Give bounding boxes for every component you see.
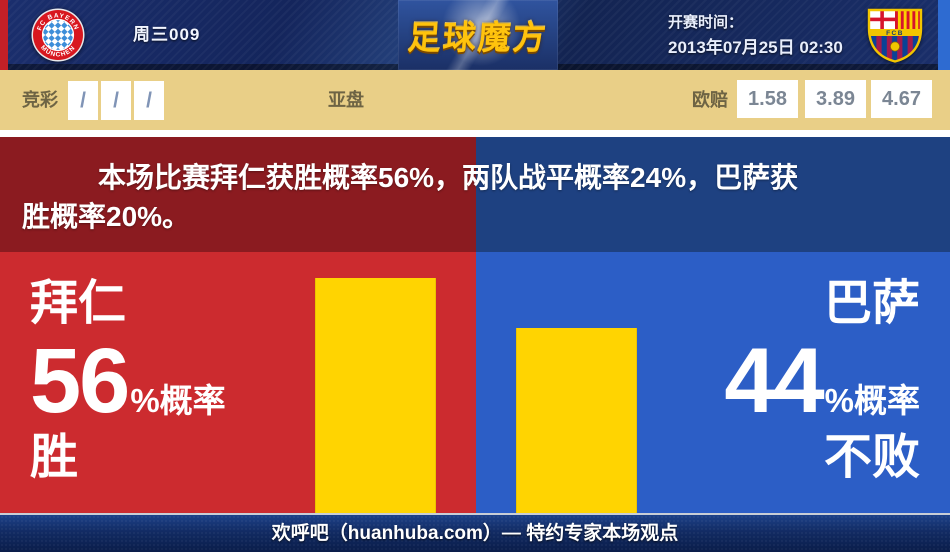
- divider-gap: [0, 130, 950, 137]
- yapan-label: 亚盘: [328, 90, 364, 110]
- oupei-odds-home: 1.58: [737, 80, 798, 118]
- odds-row: 竞彩 / / / 亚盘 欧赔 1.58 3.89 4.67: [0, 70, 950, 130]
- kickoff-time-block: 开赛时间： 2013年07月25日 02:30: [668, 11, 843, 61]
- summary-line-2: 胜概率20%。: [22, 201, 191, 232]
- jingcai-value-box: /: [134, 81, 164, 120]
- brand-logo-panel: 足球魔方: [398, 0, 558, 70]
- oupei-label: 欧赔: [692, 90, 728, 110]
- header-right-blue-stripe: [938, 0, 950, 70]
- prediction-summary: 本场比赛拜仁获胜概率56%，两队战平概率24%，巴萨获 胜概率20%。: [22, 158, 928, 236]
- home-outcome-label: 胜: [30, 431, 79, 484]
- header-left-red-stripe: [0, 0, 8, 70]
- away-probability-suffix: %概率: [824, 382, 920, 419]
- home-probability-value: 56: [30, 330, 130, 432]
- jingcai-label: 竞彩: [22, 90, 58, 110]
- away-outcome-label: 不败: [823, 431, 920, 484]
- away-probability-block: 巴萨 44 %概率 不败: [724, 277, 920, 485]
- kickoff-label: 开赛时间：: [668, 14, 744, 31]
- away-probability-value: 44: [724, 330, 824, 432]
- jingcai-value-box: /: [101, 81, 131, 120]
- home-probability-block: 拜仁 56 %概率 胜: [30, 277, 226, 485]
- prediction-area: 本场比赛拜仁获胜概率56%，两队战平概率24%，巴萨获 胜概率20%。 拜仁 5…: [0, 137, 950, 513]
- jingcai-value-box: /: [68, 81, 98, 120]
- away-team-name: 巴萨: [823, 277, 920, 330]
- bayern-crest-icon: FC BAYERN MÜNCHEN: [31, 8, 85, 67]
- summary-line-1: 本场比赛拜仁获胜概率56%，两队战平概率24%，巴萨获: [98, 162, 799, 193]
- home-panel-header-band: [0, 137, 476, 252]
- away-panel-header-band: [476, 137, 950, 252]
- home-team-name: 拜仁: [30, 277, 127, 330]
- footer-divider-line: [0, 513, 950, 515]
- barcelona-band-text: FCB: [886, 30, 904, 37]
- oupei-odds-draw: 3.89: [805, 80, 866, 118]
- oupei-odds-away: 4.67: [871, 80, 932, 118]
- footer-text: 欢呼吧（huanhuba.com）— 特约专家本场观点: [271, 523, 679, 544]
- away-probability-bar: [516, 328, 637, 513]
- home-probability-suffix: %概率: [130, 382, 226, 419]
- footer-bar: 欢呼吧（huanhuba.com）— 特约专家本场观点: [0, 515, 950, 552]
- home-probability-bar: [315, 278, 436, 513]
- brand-logo-text: 足球魔方: [406, 19, 550, 56]
- match-code: 周三009: [133, 25, 201, 44]
- kickoff-value: 2013年07月25日 02:30: [668, 38, 843, 57]
- barcelona-crest-icon: FCB: [866, 7, 924, 68]
- header-bar: FC BAYERN MÜNCHEN 周三009 足球魔方 开赛时间： 2013年…: [0, 0, 950, 70]
